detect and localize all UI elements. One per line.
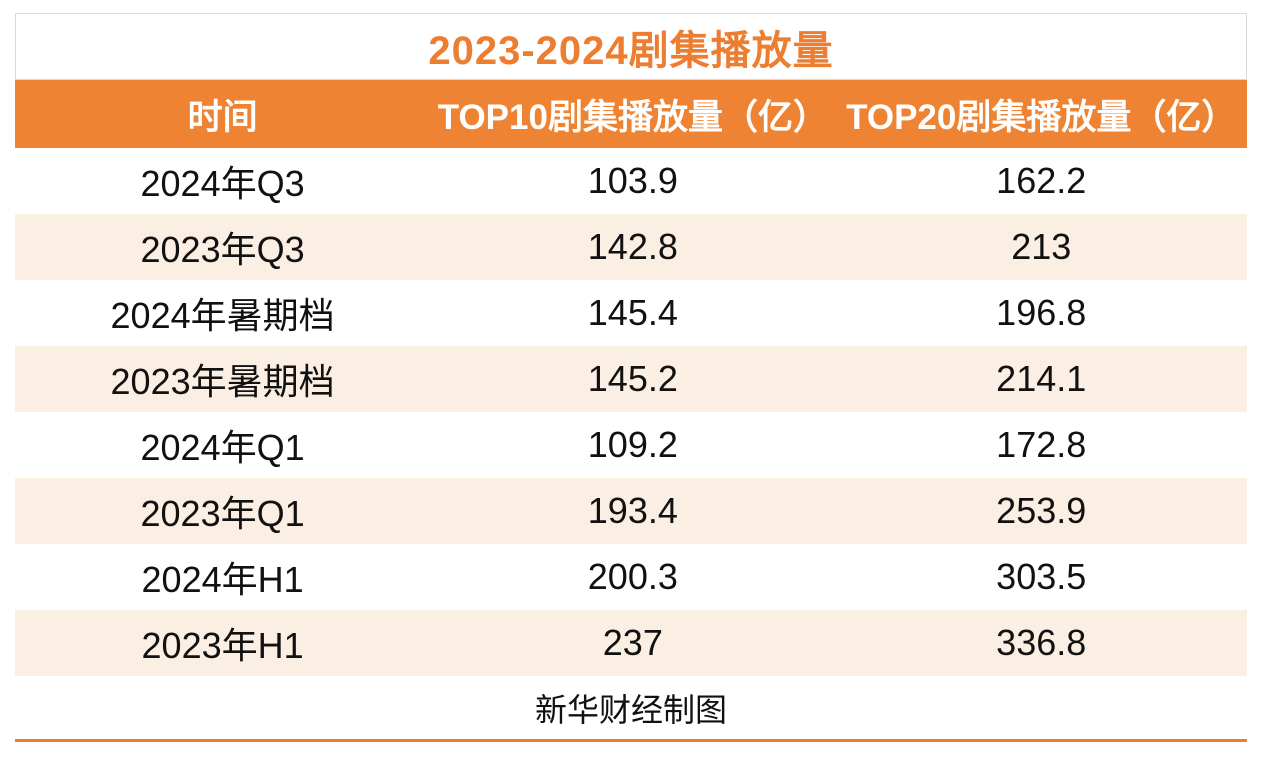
top20-value: 162.2: [996, 160, 1087, 201]
table: 2023-2024剧集播放量 时间 TOP10剧集播放量（亿） TOP20剧集播…: [15, 13, 1247, 742]
top10-value: 142.8: [587, 226, 678, 267]
top10-value: 103.9: [587, 160, 678, 201]
top20-value: 336.8: [996, 622, 1087, 663]
top10-value: 109.2: [587, 424, 678, 465]
row-label: 2024年H1: [141, 559, 304, 600]
top20-value: 214.1: [996, 358, 1087, 399]
top20-value: 172.8: [996, 424, 1087, 465]
top20-value: 196.8: [996, 292, 1087, 333]
source-credit-text: 新华财经制图: [534, 691, 727, 728]
table-row: 2024年暑期档 145.4 196.8: [15, 280, 1247, 346]
row-label: 2023年Q1: [140, 493, 305, 534]
source-credit: 新华财经制图: [15, 676, 1247, 739]
table-row: 2023年暑期档 145.2 214.1: [15, 346, 1247, 412]
table-row: 2023年H1 237 336.8: [15, 610, 1247, 676]
row-label: 2023年暑期档: [110, 361, 335, 402]
table-row: 2024年Q3 103.9 162.2: [15, 148, 1247, 214]
column-header-top10: TOP10剧集播放量（亿）: [437, 97, 828, 137]
table-row: 2023年Q1 193.4 253.9: [15, 478, 1247, 544]
bottom-accent-rule: [15, 739, 1247, 742]
top10-value: 193.4: [587, 490, 678, 531]
top20-value: 213: [1011, 226, 1072, 267]
top10-value: 145.4: [587, 292, 678, 333]
table-title-text: 2023-2024剧集播放量: [428, 28, 834, 73]
row-label: 2023年H1: [141, 625, 304, 666]
row-label: 2024年Q3: [140, 163, 305, 204]
table-row: 2023年Q3 142.8 213: [15, 214, 1247, 280]
top10-value: 200.3: [587, 556, 678, 597]
column-header-time: 时间: [187, 97, 258, 137]
row-label: 2024年暑期档: [110, 295, 335, 336]
top10-value: 237: [602, 622, 663, 663]
table-header-row: 时间 TOP10剧集播放量（亿） TOP20剧集播放量（亿）: [15, 80, 1247, 148]
top20-value: 253.9: [996, 490, 1087, 531]
table-row: 2024年H1 200.3 303.5: [15, 544, 1247, 610]
column-header-top20: TOP20剧集播放量（亿）: [846, 97, 1237, 137]
row-label: 2023年Q3: [140, 229, 305, 270]
table-title: 2023-2024剧集播放量: [15, 13, 1247, 80]
top20-value: 303.5: [996, 556, 1087, 597]
table-row: 2024年Q1 109.2 172.8: [15, 412, 1247, 478]
top10-value: 145.2: [587, 358, 678, 399]
row-label: 2024年Q1: [140, 427, 305, 468]
